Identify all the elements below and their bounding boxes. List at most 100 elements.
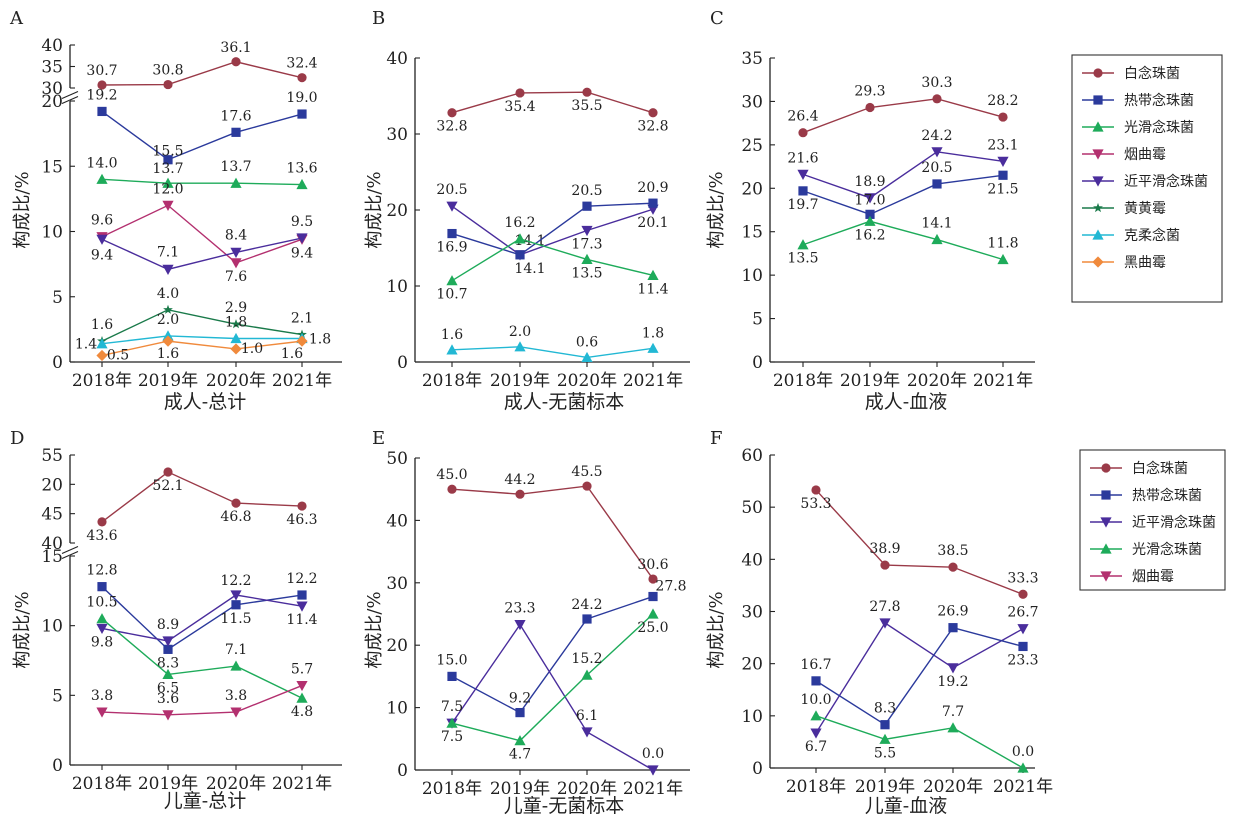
data-point	[947, 663, 959, 674]
data-point	[581, 351, 593, 363]
panel-letter: D	[10, 428, 24, 449]
data-label: 19.2	[937, 674, 968, 690]
x-tick-label: 2020年	[206, 371, 266, 391]
x-tick-label: 2018年	[422, 779, 482, 799]
data-point	[163, 79, 173, 90]
data-point	[647, 269, 659, 280]
data-point	[810, 710, 822, 721]
data-point	[230, 707, 242, 718]
y-axis-label: 构成比/%	[364, 171, 385, 248]
series-c-albicans: 32.8 35.4 35.5 32.8	[436, 87, 669, 135]
data-label: 4.0	[157, 286, 179, 302]
legend-entry-c-parapsilosis: 近平滑念珠菌	[1090, 514, 1216, 531]
data-label: 17.0	[854, 192, 885, 208]
series-line	[101, 110, 303, 161]
data-point	[880, 720, 890, 730]
data-point	[880, 560, 890, 570]
series-c-parapsilosis: 21.6 18.9 24.2 23.1	[787, 128, 1019, 204]
data-point	[515, 250, 525, 260]
series-c-tropicalis: 19.2 15.5 17.6 19.0	[86, 87, 318, 165]
data-label: 12.0	[152, 181, 183, 197]
data-label: 35.4	[504, 99, 535, 115]
data-label: 30.6	[637, 557, 668, 573]
series-line	[101, 61, 303, 86]
series-c-krusei: 1.6 2.0 0.6 1.8	[441, 324, 664, 363]
data-label: 1.6	[281, 346, 303, 362]
data-point	[163, 644, 173, 654]
panel-letter: E	[372, 428, 385, 449]
data-point	[647, 765, 659, 776]
data-point	[162, 668, 174, 680]
data-label: 33.3	[1007, 570, 1038, 586]
data-label: 15.0	[436, 652, 467, 668]
legend-swatch-marker	[1092, 229, 1104, 240]
data-point	[998, 170, 1008, 180]
series-c-tropicalis: 19.7 17.0 20.5 21.5	[787, 160, 1019, 219]
data-label: 20.1	[637, 215, 668, 231]
series-line	[451, 623, 654, 771]
legend-entry-c-krusei: 克柔念菌	[1082, 227, 1180, 244]
series-line	[101, 471, 303, 523]
legend-label: 克柔念菌	[1124, 227, 1180, 244]
data-label: 1.6	[441, 327, 463, 343]
data-label: 12.8	[86, 563, 117, 579]
series-line	[451, 91, 654, 114]
legend-entry-c-tropicalis: 热带念珠菌	[1082, 92, 1194, 109]
data-label: 1.8	[642, 325, 664, 341]
data-label: 28.2	[987, 93, 1018, 109]
data-label: 10.7	[436, 287, 467, 303]
series-c-glabrata: 7.5 4.7 15.2 25.0	[441, 608, 669, 763]
y-tick-label: 20	[386, 201, 408, 221]
y-tick-label: 5	[752, 310, 763, 330]
data-label: 16.2	[504, 215, 535, 231]
legend-entry-a-fumigatus: 烟曲霉	[1082, 147, 1166, 163]
data-point	[230, 247, 242, 258]
panel-letter: C	[710, 8, 724, 29]
y-tick-label: 10	[386, 277, 408, 297]
legend-swatch-marker	[1093, 95, 1103, 105]
data-point	[297, 73, 307, 83]
y-tick-label: 30	[386, 574, 408, 594]
data-point	[515, 707, 525, 718]
data-label: 9.6	[91, 213, 113, 229]
y-tick-label: 10	[386, 699, 408, 719]
data-label: 29.3	[854, 84, 885, 100]
data-point	[162, 330, 174, 341]
series-line	[451, 485, 654, 580]
data-point	[96, 707, 108, 718]
data-point	[581, 225, 593, 237]
chart-panel-f: F 构成比/% 儿童-血液 0 10 20 30 40 50 60 2018年 2019年 2020年 2…	[706, 428, 1053, 817]
data-label: 20.5	[921, 160, 952, 176]
data-label: 18.9	[854, 174, 885, 190]
data-label: 0.0	[1012, 744, 1034, 760]
data-point	[514, 341, 526, 352]
data-label: 5.7	[291, 662, 313, 678]
series-line	[815, 489, 1024, 595]
data-label: 1.4	[75, 337, 97, 353]
data-point	[811, 485, 821, 495]
series-c-parapsilosis: 9.4 7.1 8.4 9.5	[91, 214, 313, 275]
data-label: 3.8	[91, 688, 113, 704]
x-axis-label: 儿童-无菌标本	[504, 795, 624, 817]
panel-letter: A	[9, 8, 24, 29]
y-tick-label: 0	[52, 756, 63, 776]
data-label: 14.1	[514, 261, 545, 277]
data-point	[162, 335, 174, 347]
y-tick-label: 30	[41, 79, 63, 99]
data-point	[231, 319, 241, 329]
y-tick-label: 15	[41, 547, 63, 567]
data-label: 32.8	[637, 119, 668, 135]
x-axis-label: 成人-总计	[164, 391, 246, 413]
data-label: 8.4	[225, 227, 247, 243]
series-line	[802, 220, 1004, 261]
series-line	[101, 340, 303, 357]
series-line	[802, 151, 1004, 199]
data-point	[96, 623, 108, 635]
data-label: 7.5	[441, 729, 463, 745]
data-label: 20.5	[436, 182, 467, 198]
chart-panel-c: C 构成比/% 成人-血液 0 5 10 15 20 25 30 35 2018年 2019年 2020年…	[706, 8, 1035, 413]
legend-swatch-marker	[1092, 256, 1104, 268]
data-label: 0.0	[642, 746, 664, 762]
